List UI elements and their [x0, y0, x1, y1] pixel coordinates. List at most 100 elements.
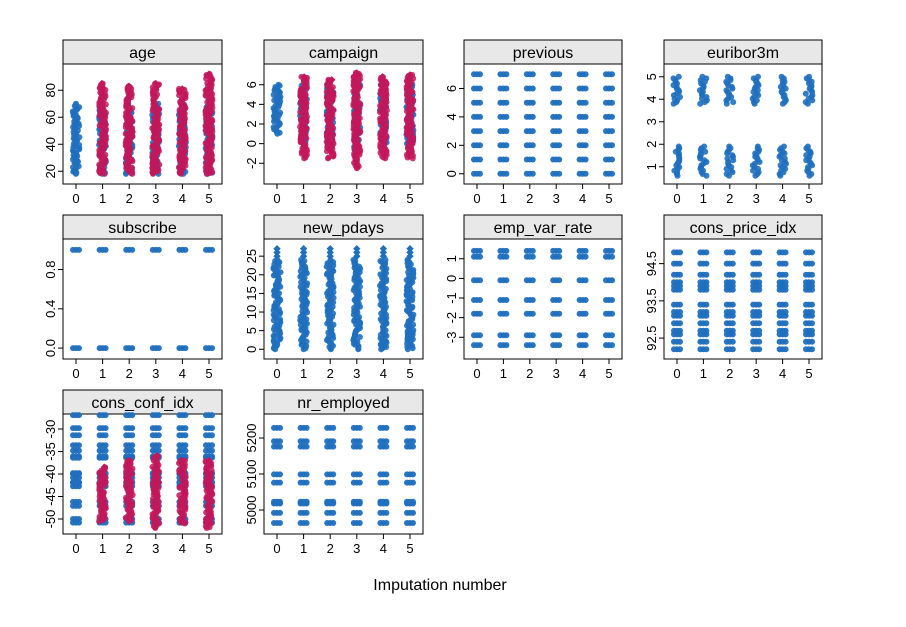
data-point: [125, 82, 133, 90]
data-point: [503, 253, 510, 260]
strip-label: age: [129, 45, 156, 62]
x-tick-label: 4: [779, 366, 786, 381]
panel-frame: [62, 238, 223, 360]
data-point: [782, 260, 789, 267]
panel-new-pdays: new_pdays 0 1 2 3 4 5 0 5 10 15 20 25: [244, 214, 424, 381]
data-point: [609, 156, 615, 163]
data-point: [477, 128, 483, 135]
x-tick-label: 1: [500, 191, 507, 206]
data-point: [76, 453, 82, 460]
data-point: [477, 156, 483, 163]
y-tick-label: -1: [444, 292, 459, 304]
data-point: [781, 143, 787, 150]
x-tick-label: 5: [605, 366, 612, 381]
data-point: [609, 253, 615, 260]
x-tick-label: 0: [273, 541, 280, 556]
data-point: [503, 71, 510, 78]
data-point: [410, 498, 416, 505]
data-point: [383, 520, 390, 526]
x-tick-label: 0: [72, 541, 79, 556]
y-tick-label: 0: [444, 275, 459, 282]
x-tick-label: 5: [406, 366, 413, 381]
data-point: [503, 128, 510, 135]
data-point: [277, 438, 283, 445]
y-tick-label: 0.4: [43, 300, 58, 318]
y-tick-label: -35: [43, 442, 58, 461]
data-point: [477, 310, 483, 317]
data-point: [529, 247, 536, 254]
data-points: [70, 412, 216, 531]
data-point: [582, 297, 589, 303]
data-point: [756, 338, 763, 345]
data-point: [729, 271, 736, 278]
data-point: [410, 471, 416, 478]
data-point: [609, 170, 615, 177]
data-points: [70, 246, 215, 352]
data-points: [670, 73, 816, 179]
data-point: [703, 260, 710, 267]
data-point: [73, 100, 79, 107]
data-point: [477, 71, 483, 78]
data-point: [76, 498, 82, 505]
y-tick-label: 2: [644, 141, 659, 148]
data-point: [782, 249, 789, 256]
data-point: [703, 338, 710, 345]
strip-background: [463, 214, 623, 240]
data-point: [275, 81, 282, 88]
y-tick-label: 0: [244, 140, 259, 147]
data-point: [804, 143, 811, 150]
y-tick-label: 5000: [244, 496, 259, 525]
y-tick-label: -3: [444, 332, 459, 344]
data-point: [102, 412, 109, 419]
data-point: [529, 71, 536, 78]
x-tick-label: 2: [327, 366, 334, 381]
data-point: [609, 85, 615, 92]
data-point: [330, 471, 337, 478]
data-point: [102, 151, 109, 158]
data-point: [809, 346, 815, 353]
x-tick-label: 2: [327, 541, 334, 556]
x-tick-label: 5: [406, 541, 413, 556]
data-point: [503, 156, 510, 163]
y-tick-label: 4: [644, 96, 659, 103]
data-point: [529, 310, 536, 317]
data-point: [379, 245, 388, 253]
y-tick-label: 20: [43, 164, 58, 178]
data-point: [76, 479, 82, 486]
data-point: [477, 342, 483, 349]
data-point: [129, 246, 136, 253]
strip-background: [263, 39, 424, 65]
strip-background: [62, 39, 223, 65]
data-point: [410, 509, 416, 516]
data-point: [277, 520, 283, 526]
x-tick-label: 5: [605, 191, 612, 206]
data-point: [155, 246, 162, 253]
data-point: [477, 277, 483, 284]
x-tick-label: 2: [526, 366, 533, 381]
data-point: [782, 327, 789, 334]
x-tick-label: 4: [579, 191, 586, 206]
data-point: [410, 438, 416, 445]
x-tick-label: 1: [300, 191, 307, 206]
data-point: [729, 327, 736, 334]
data-point: [76, 447, 82, 454]
panel-frame: [663, 63, 823, 185]
x-tick-label: 0: [673, 191, 680, 206]
data-point: [76, 432, 82, 439]
data-point: [152, 79, 160, 88]
y-tick-label: 5: [244, 327, 259, 334]
data-point: [155, 442, 162, 449]
panel-campaign: campaign 0 1 2 3 4 5 -2 0 2 4 6: [244, 39, 424, 206]
data-point: [809, 320, 815, 327]
data-point: [806, 73, 813, 80]
panel-previous: previous 0 1 2 3 4 5 0 2 4 6: [444, 39, 623, 206]
data-point: [756, 309, 763, 315]
data-point: [353, 245, 361, 253]
y-tick-label: 0.0: [43, 339, 58, 357]
x-axis-label: Imputation number: [373, 577, 507, 594]
data-point: [102, 246, 109, 253]
strip-background: [263, 389, 424, 415]
data-point: [809, 260, 815, 267]
data-point: [677, 327, 683, 334]
data-point: [677, 271, 683, 278]
